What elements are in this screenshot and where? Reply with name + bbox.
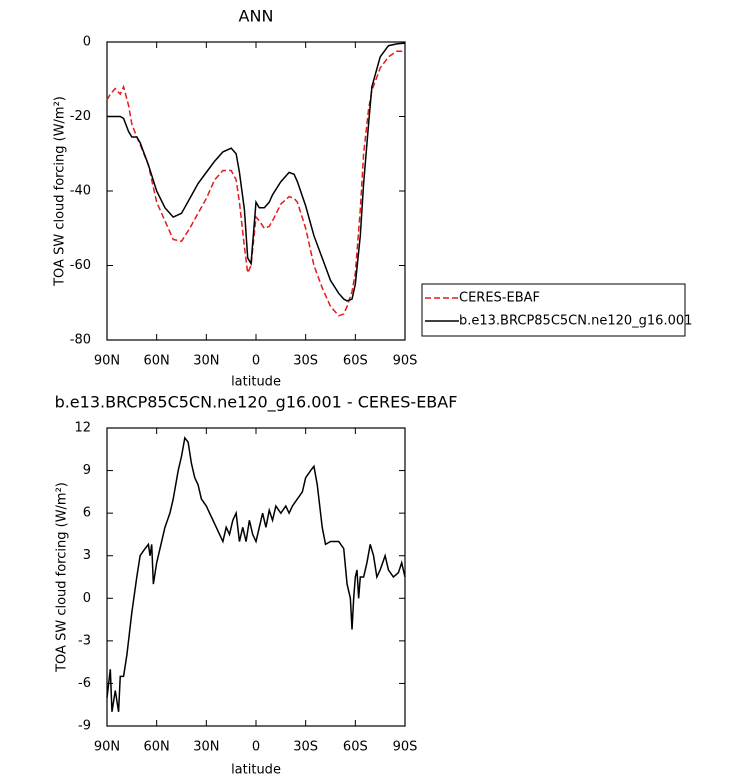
data-line — [106, 436, 406, 712]
x-tick-label: 0 — [252, 740, 260, 755]
x-tick-label: 60N — [144, 740, 170, 755]
data-line — [106, 50, 405, 317]
y-tick-label: 6 — [83, 506, 91, 521]
y-tick-label: -40 — [70, 184, 91, 199]
y-tick-label: 12 — [74, 421, 91, 436]
plot-frame — [106, 41, 406, 341]
x-tick-label: 0 — [252, 354, 260, 369]
y-tick-label: -3 — [78, 633, 91, 648]
y-axis-label: TOA SW cloud forcing (W/m²) — [53, 96, 68, 287]
y-tick-label: -6 — [78, 676, 91, 691]
legend-box — [421, 283, 686, 337]
x-tick-label: 90N — [94, 354, 120, 369]
x-axis-label: latitude — [231, 763, 281, 778]
x-tick-label: 60S — [343, 354, 368, 369]
legend-label: CERES-EBAF — [459, 291, 540, 306]
x-tick-label: 30S — [293, 740, 318, 755]
x-axis-label: latitude — [231, 375, 281, 390]
x-tick-label: 30S — [293, 354, 318, 369]
x-tick-label: 60N — [144, 354, 170, 369]
y-tick-label: 0 — [83, 35, 91, 50]
x-tick-label: 30N — [193, 740, 219, 755]
data-line — [107, 42, 406, 302]
x-tick-label: 60S — [343, 740, 368, 755]
y-tick-label: 3 — [83, 548, 91, 563]
chart-title: b.e13.BRCP85C5CN.ne120_g16.001 - CERES-E… — [55, 393, 458, 413]
legend-label: b.e13.BRCP85C5CN.ne120_g16.001 — [459, 314, 692, 329]
y-axis-label: TOA SW cloud forcing (W/m²) — [55, 482, 70, 673]
x-tick-label: 90N — [94, 740, 120, 755]
y-tick-label: 0 — [83, 591, 91, 606]
x-tick-label: 90S — [393, 354, 418, 369]
y-tick-label: 9 — [83, 463, 91, 478]
x-tick-label: 30N — [193, 354, 219, 369]
y-tick-label: -80 — [70, 333, 91, 348]
y-tick-label: -20 — [70, 109, 91, 124]
y-tick-label: -60 — [70, 258, 91, 273]
y-tick-label: -9 — [78, 719, 91, 734]
chart-title: ANN — [239, 7, 274, 26]
x-tick-label: 90S — [393, 740, 418, 755]
